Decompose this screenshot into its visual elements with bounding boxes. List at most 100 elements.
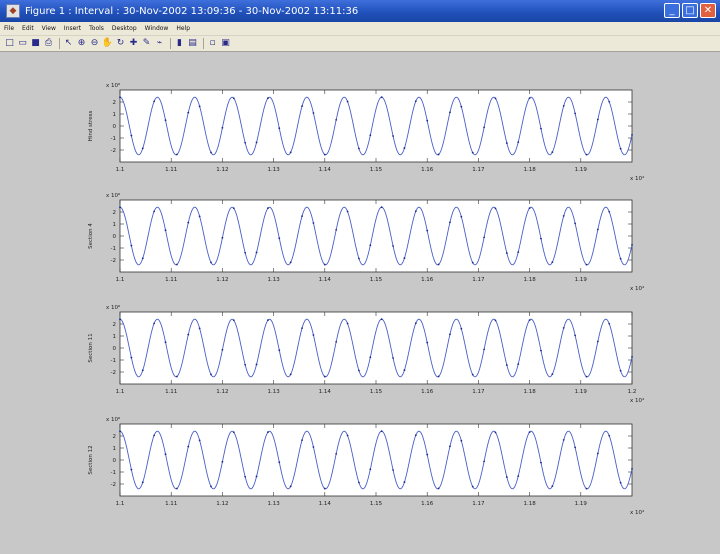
data-point-marker bbox=[301, 105, 303, 108]
data-point-marker bbox=[164, 229, 167, 232]
y-exponent-label: x 10⁶ bbox=[106, 192, 121, 199]
x-tick-label: 1.16 bbox=[421, 277, 434, 283]
data-point-marker bbox=[312, 334, 315, 336]
data-point-marker bbox=[574, 334, 577, 337]
data-point-marker bbox=[244, 363, 247, 366]
data-point-marker bbox=[528, 207, 531, 210]
y-tick-label: 1 bbox=[113, 222, 117, 228]
legend-icon[interactable]: ▤ bbox=[188, 38, 197, 48]
link-icon[interactable]: ⌁ bbox=[156, 38, 163, 48]
data-point-marker bbox=[551, 261, 554, 264]
y-tick-label: 1 bbox=[113, 334, 117, 340]
menu-window[interactable]: Window bbox=[144, 25, 169, 32]
pan-hand-icon[interactable]: ✋ bbox=[101, 38, 114, 48]
data-point-marker bbox=[631, 134, 633, 136]
data-point-marker bbox=[460, 105, 463, 108]
data-point-marker bbox=[346, 322, 349, 325]
data-point-marker bbox=[380, 206, 383, 209]
y-tick-label: 0 bbox=[113, 458, 117, 464]
data-point-marker bbox=[130, 134, 133, 137]
axes-4 bbox=[119, 423, 633, 497]
data-point-marker bbox=[187, 221, 190, 224]
maximize-button[interactable]: □ bbox=[682, 3, 698, 18]
data-point-marker bbox=[198, 327, 201, 330]
data-point-marker bbox=[483, 460, 485, 463]
y-tick-label: 2 bbox=[113, 322, 117, 328]
x-tick-label: 1.16 bbox=[421, 501, 434, 507]
x-tick-label: 1.1 bbox=[116, 501, 125, 507]
data-point-marker bbox=[175, 263, 178, 266]
close-button[interactable]: ✕ bbox=[700, 3, 716, 18]
data-point-marker bbox=[187, 111, 190, 114]
data-point-marker bbox=[221, 126, 224, 129]
x-exponent-label: x 10⁴ bbox=[630, 285, 645, 292]
data-point-marker bbox=[460, 215, 463, 218]
data-point-marker bbox=[198, 215, 201, 218]
x-tick-label: 1.19 bbox=[575, 501, 588, 507]
zoom-out-icon[interactable]: ⊖ bbox=[90, 38, 99, 48]
save-icon[interactable]: ■ bbox=[31, 38, 40, 48]
data-point-marker bbox=[380, 318, 383, 321]
data-point-marker bbox=[494, 319, 497, 322]
data-point-marker bbox=[358, 369, 360, 372]
data-point-marker bbox=[369, 244, 372, 247]
data-point-marker bbox=[175, 153, 178, 156]
new-figure-icon[interactable]: □ bbox=[5, 38, 14, 48]
data-point-marker bbox=[210, 261, 212, 264]
data-point-marker bbox=[119, 206, 121, 209]
edit-plot-arrow-icon[interactable]: ↖ bbox=[64, 38, 73, 48]
x-tick-label: 1.12 bbox=[216, 501, 228, 507]
menu-tools[interactable]: Tools bbox=[89, 25, 104, 32]
data-point-marker bbox=[278, 237, 281, 240]
open-file-icon[interactable]: ▭ bbox=[18, 38, 27, 48]
x-tick-label: 1.1 bbox=[116, 167, 125, 173]
show-plot-tools-icon[interactable]: ▣ bbox=[221, 38, 230, 48]
data-point-marker bbox=[141, 369, 144, 372]
menu-view[interactable]: View bbox=[41, 25, 56, 32]
menu-help[interactable]: Help bbox=[176, 25, 191, 32]
data-point-marker bbox=[414, 210, 417, 213]
data-point-marker bbox=[540, 127, 542, 130]
data-point-marker bbox=[596, 452, 599, 455]
x-tick-label: 1.19 bbox=[575, 167, 588, 173]
hide-plot-tools-icon[interactable]: ▫ bbox=[209, 38, 216, 48]
data-point-marker bbox=[278, 461, 281, 464]
menu-desktop[interactable]: Desktop bbox=[111, 25, 137, 32]
data-point-marker bbox=[244, 141, 247, 144]
data-point-marker bbox=[323, 375, 326, 378]
y-exponent-label: x 10⁶ bbox=[106, 416, 121, 423]
data-point-marker bbox=[153, 434, 156, 437]
data-point-marker bbox=[574, 112, 577, 115]
axes-1 bbox=[119, 89, 633, 163]
data-point-marker bbox=[335, 452, 338, 455]
data-point-marker bbox=[232, 319, 235, 322]
y-tick-label: 2 bbox=[113, 210, 117, 216]
menu-edit[interactable]: Edit bbox=[22, 25, 34, 32]
data-point-marker bbox=[608, 434, 611, 437]
minimize-button[interactable]: _ bbox=[664, 3, 680, 18]
data-cursor-icon[interactable]: ✚ bbox=[129, 38, 138, 48]
x-tick-label: 1.12 bbox=[216, 277, 228, 283]
toolbar-separator bbox=[170, 38, 171, 49]
print-icon[interactable]: ⎙ bbox=[44, 38, 53, 48]
rotate-3d-icon[interactable]: ↻ bbox=[116, 38, 125, 48]
x-tick-label: 1.12 bbox=[216, 389, 228, 395]
data-point-marker bbox=[585, 375, 588, 378]
menu-insert[interactable]: Insert bbox=[63, 25, 82, 32]
x-tick-label: 1.12 bbox=[216, 167, 228, 173]
data-point-marker bbox=[141, 481, 144, 484]
zoom-in-icon[interactable]: ⊕ bbox=[77, 38, 86, 48]
data-point-marker bbox=[551, 485, 554, 488]
data-point-marker bbox=[426, 453, 429, 456]
data-point-marker bbox=[289, 373, 292, 376]
brush-icon[interactable]: ✎ bbox=[142, 38, 151, 48]
data-point-marker bbox=[278, 127, 281, 130]
colorbar-icon[interactable]: ▮ bbox=[177, 38, 182, 48]
x-tick-label: 1.19 bbox=[575, 389, 588, 395]
data-point-marker bbox=[631, 356, 633, 358]
menu-file[interactable]: File bbox=[4, 25, 15, 32]
y-tick-label: -2 bbox=[111, 370, 116, 376]
data-point-marker bbox=[403, 257, 406, 259]
data-point-marker bbox=[471, 485, 474, 488]
data-point-marker bbox=[483, 126, 485, 129]
